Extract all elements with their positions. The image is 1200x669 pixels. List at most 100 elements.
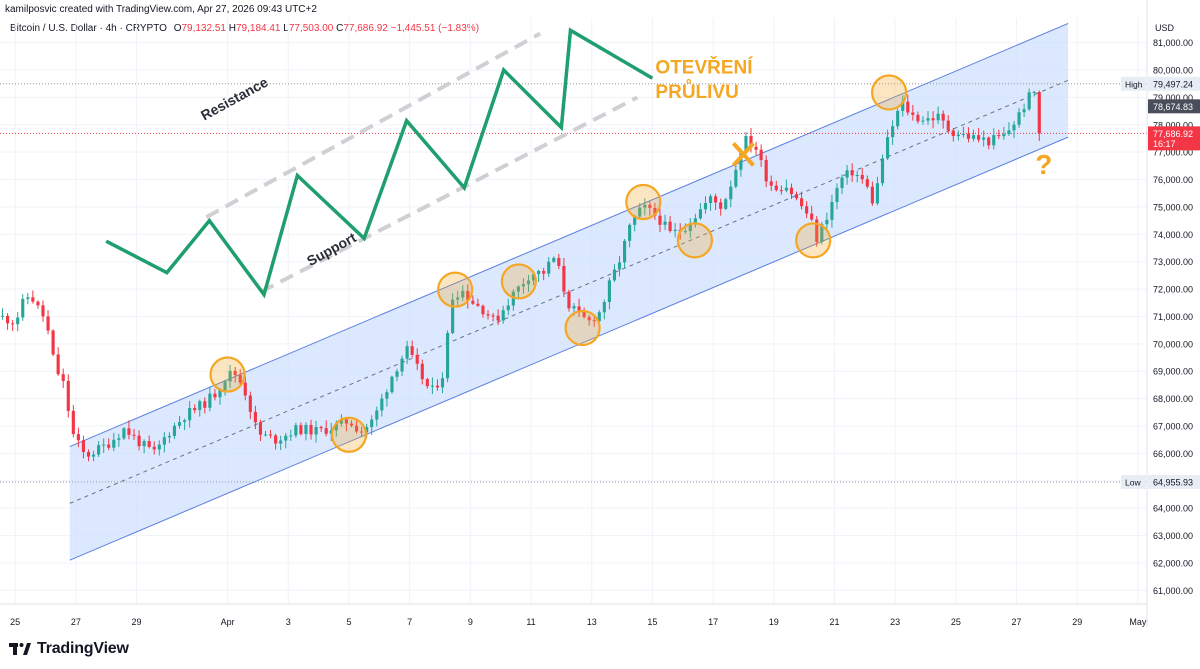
candle (617, 255, 622, 277)
candle (51, 329, 55, 357)
candle (456, 290, 460, 307)
candle-body (122, 428, 126, 439)
x-tick-label: 19 (769, 617, 779, 627)
candle (304, 422, 308, 441)
touch-circle (676, 222, 713, 259)
candle-body (360, 431, 364, 433)
y-tick-label: 78,000.00 (1153, 120, 1193, 130)
x-tick-label: 23 (890, 617, 900, 627)
candle (76, 427, 80, 448)
candle-body (744, 135, 748, 153)
candle-body (1037, 91, 1041, 134)
candle (729, 180, 733, 208)
candle-body (663, 221, 667, 225)
candle-body (835, 188, 839, 202)
candle-body (420, 363, 424, 380)
candle (466, 284, 470, 309)
candle-body (385, 392, 389, 399)
channel-upper-line (69, 23, 1069, 448)
candle-body (289, 435, 293, 437)
symbol-legend: Bitcoin / U.S. Dollar · 4h · CRYPTO O79,… (10, 23, 479, 34)
candle-body (971, 135, 976, 139)
candle-body (916, 114, 920, 122)
x-tick-label: 15 (647, 617, 657, 627)
candle (385, 389, 389, 407)
resistance-label: Resistance (198, 74, 271, 124)
candle (956, 130, 960, 141)
candle-body (476, 303, 480, 306)
candle-body (754, 146, 758, 150)
marker-low-value: 64,955.93 (1153, 477, 1193, 487)
candle-body (951, 130, 955, 137)
candle-body (617, 262, 622, 270)
candle (602, 299, 606, 320)
candle-body (223, 381, 227, 391)
candle (461, 285, 465, 302)
tradingview-logo[interactable]: TradingView (9, 640, 129, 658)
candle-body (759, 149, 763, 161)
candle-body (597, 312, 601, 322)
candle-body (1022, 109, 1026, 113)
candle-body (643, 204, 647, 208)
marker-low-label: Low (1125, 477, 1141, 487)
candle (319, 425, 323, 432)
candle-body (810, 213, 814, 220)
candle (607, 277, 611, 310)
candle-body (779, 190, 783, 192)
candle (375, 406, 379, 427)
candle-body (344, 419, 348, 424)
candle-body (537, 270, 541, 275)
candle (1007, 122, 1011, 136)
candle (830, 194, 834, 228)
candle-body (794, 194, 799, 199)
candle (794, 191, 799, 201)
touch-circle (500, 263, 537, 300)
candle (26, 293, 30, 305)
candle-body (203, 401, 207, 408)
candle (896, 108, 900, 130)
candle-body (673, 229, 677, 231)
marker-low-tag (1148, 474, 1200, 489)
candle-body (61, 374, 65, 381)
candle (299, 422, 303, 436)
candle-body (294, 425, 298, 436)
candle (941, 110, 945, 129)
candle (638, 203, 642, 218)
candle-body (435, 385, 440, 388)
candle-body (784, 187, 788, 191)
last-price-countdown: 16:17 (1153, 139, 1176, 149)
y-tick-label: 71,000.00 (1153, 312, 1193, 322)
candle-body (81, 440, 86, 452)
candle (845, 164, 849, 185)
candle (81, 435, 86, 459)
candle (815, 216, 819, 247)
candle-body (946, 120, 950, 131)
candle-body (56, 354, 60, 375)
candle (6, 313, 10, 330)
touch-circle (330, 416, 368, 453)
candle (810, 205, 814, 222)
candle (21, 294, 25, 321)
candle-body (107, 444, 111, 448)
touch-circle (870, 74, 908, 111)
x-tick-label: 3 (286, 617, 291, 627)
candle-body (365, 427, 369, 433)
candle-body (354, 425, 359, 432)
candle-body (97, 445, 101, 455)
channel-break-label: PRŮLIVU (655, 80, 738, 103)
candle-body (127, 428, 131, 435)
y-tick-label: 75,000.00 (1153, 202, 1193, 212)
y-tick-label: 70,000.00 (1153, 339, 1193, 349)
zigzag-path (105, 27, 654, 299)
candle (961, 126, 965, 138)
candle (183, 418, 187, 431)
y-tick-label: 64,000.00 (1153, 504, 1193, 514)
candle-body (430, 385, 434, 387)
close-label: C (336, 23, 344, 34)
y-tick-label: 69,000.00 (1153, 367, 1193, 377)
candle (982, 130, 986, 147)
candlestick-series (0, 88, 1041, 462)
candle (410, 340, 414, 358)
candle (228, 364, 232, 389)
